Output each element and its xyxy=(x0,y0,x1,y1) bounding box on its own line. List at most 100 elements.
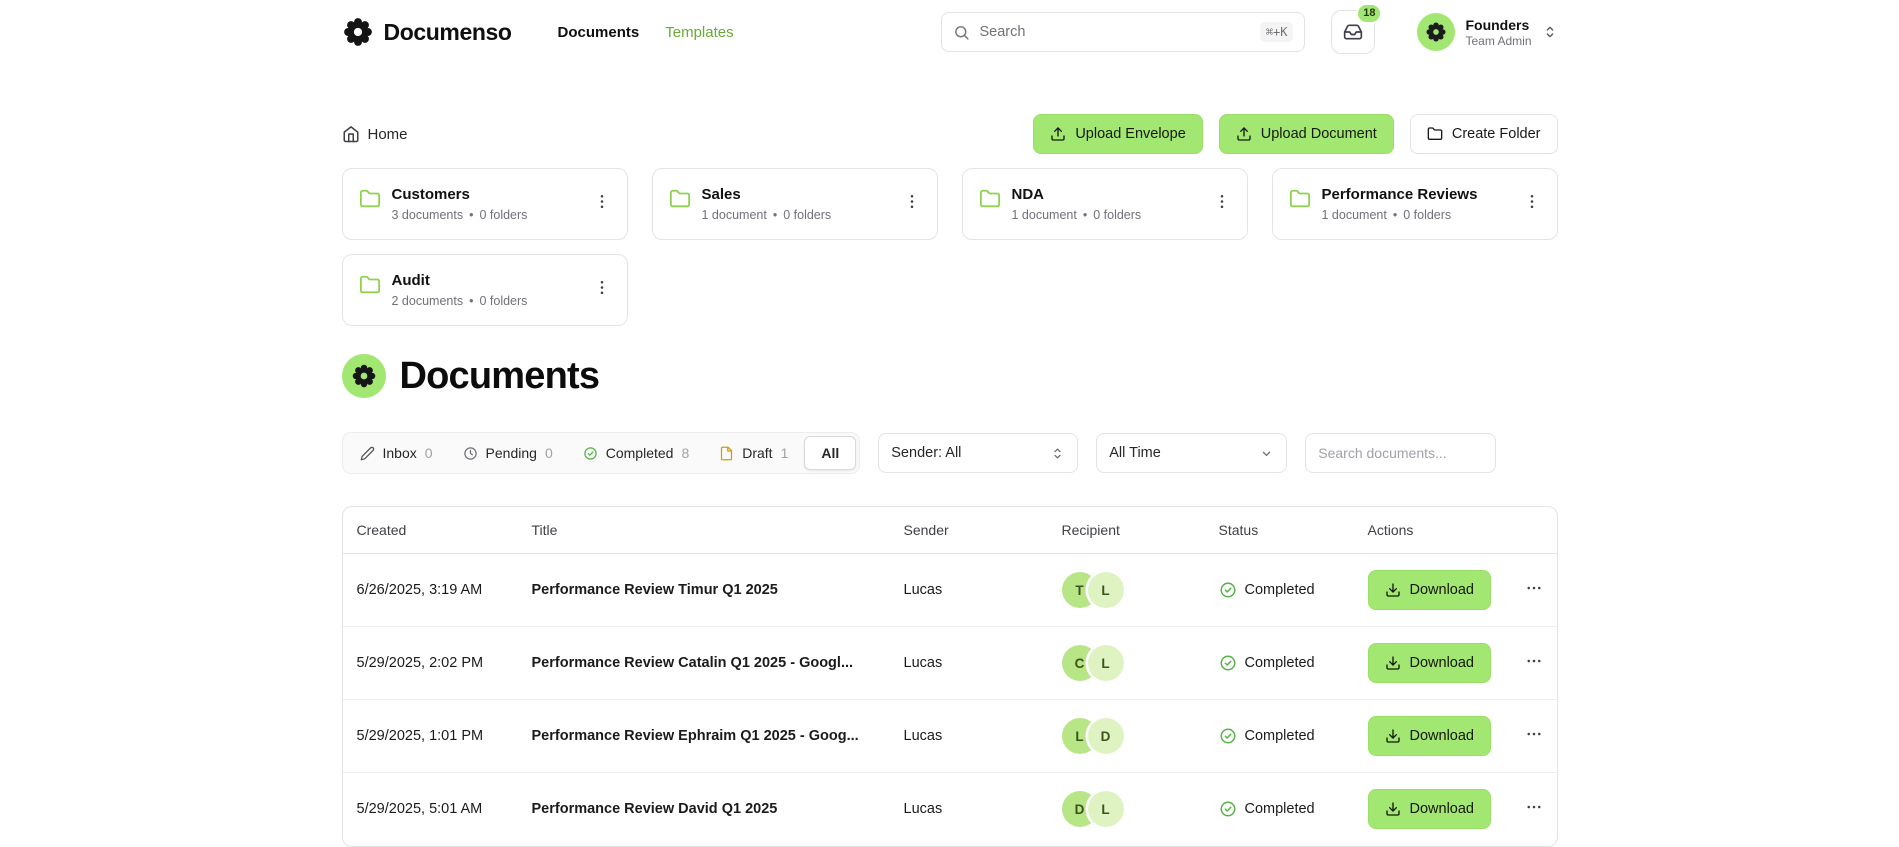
folder-icon xyxy=(669,188,691,210)
download-button[interactable]: Download xyxy=(1367,789,1491,830)
col-recipient: Recipient xyxy=(1047,507,1205,554)
inbox-icon xyxy=(1343,22,1363,42)
folder-icon xyxy=(1427,126,1443,142)
download-icon xyxy=(1385,801,1401,817)
inbox-badge: 18 xyxy=(1356,3,1383,25)
breadcrumb[interactable]: Home xyxy=(342,125,408,143)
folder-menu-button[interactable] xyxy=(587,187,617,222)
sender-cell: Lucas xyxy=(903,801,943,818)
breadcrumb-label: Home xyxy=(367,125,408,143)
folder-meta: 1 document • 0 folders xyxy=(1321,208,1452,222)
download-icon xyxy=(1385,582,1401,598)
user-name: Founders xyxy=(1465,16,1530,33)
user-text: Founders Team Admin xyxy=(1465,17,1531,48)
upload-icon xyxy=(1050,126,1066,142)
search-input[interactable] xyxy=(979,24,1251,40)
main-nav: Documents Templates xyxy=(558,24,734,41)
check-circle-icon xyxy=(1219,654,1237,672)
period-filter-select[interactable]: All Time xyxy=(1096,433,1288,473)
folder-name: Customers xyxy=(391,186,470,203)
toolbar: Home Upload Envelope Upload Document Cre… xyxy=(342,114,1558,154)
upload-envelope-button[interactable]: Upload Envelope xyxy=(1033,114,1203,154)
folder-icon xyxy=(359,274,381,296)
recipient-avatar: D xyxy=(1087,718,1124,754)
folder-menu-button[interactable] xyxy=(1517,187,1547,222)
home-icon xyxy=(342,125,360,143)
check-circle-icon xyxy=(1219,727,1237,745)
document-row: 5/29/2025, 1:01 PM Performance Review Ep… xyxy=(342,699,1557,773)
user-role: Team Admin xyxy=(1465,33,1532,48)
document-title-link[interactable]: Performance Review Timur Q1 2025 xyxy=(531,582,778,598)
row-menu-button[interactable] xyxy=(1519,646,1549,680)
brand-name: Documenso xyxy=(383,18,512,45)
create-folder-button[interactable]: Create Folder xyxy=(1409,114,1558,154)
col-sender: Sender xyxy=(889,507,1048,554)
row-menu-button[interactable] xyxy=(1519,719,1549,753)
folder-card-performance-reviews[interactable]: Performance Reviews 1 document • 0 folders xyxy=(1271,168,1558,240)
sender-cell: Lucas xyxy=(889,553,1048,627)
row-menu-button[interactable] xyxy=(1519,573,1549,607)
documents-table: Created Title Sender Recipient Status Ac… xyxy=(341,506,1558,847)
download-button[interactable]: Download xyxy=(1367,716,1491,756)
sender-filter-select[interactable]: Sender: All xyxy=(878,433,1079,473)
clock-icon xyxy=(463,446,478,461)
page-title: Documents xyxy=(399,354,601,397)
status-badge: Completed xyxy=(1219,800,1340,818)
brand[interactable]: Documenso xyxy=(342,16,512,48)
recipient-avatars: C L xyxy=(1061,645,1191,681)
recipient-avatars: D L xyxy=(1061,791,1191,828)
upload-document-button[interactable]: Upload Document xyxy=(1218,114,1394,154)
documents-heading: Documents xyxy=(341,354,1558,398)
folder-meta: 3 documents • 0 folders xyxy=(391,208,528,222)
folder-card-customers[interactable]: Customers 3 documents • 0 folders xyxy=(341,168,628,240)
toolbar-actions: Upload Envelope Upload Document Create F… xyxy=(1033,114,1558,154)
tab-pending[interactable]: Pending 0 xyxy=(449,436,567,470)
folder-menu-button[interactable] xyxy=(587,273,617,308)
document-title-link[interactable]: Performance Review Catalin Q1 2025 - Goo… xyxy=(531,655,854,671)
global-search[interactable]: ⌘+K xyxy=(941,12,1306,52)
download-button[interactable]: Download xyxy=(1367,643,1491,683)
documents-search-input[interactable] xyxy=(1305,433,1497,473)
nav-documents[interactable]: Documents xyxy=(557,23,640,41)
folder-meta: 1 document • 0 folders xyxy=(1011,208,1142,222)
recipient-avatar: L xyxy=(1087,572,1124,608)
chevron-down-icon xyxy=(1259,446,1274,461)
filters-row: Inbox 0 Pending 0 Completed 8 xyxy=(341,432,1558,474)
chevrons-up-down-icon xyxy=(1050,446,1065,461)
document-title-link[interactable]: Performance Review David Q1 2025 xyxy=(531,801,778,818)
tab-all[interactable]: All xyxy=(804,436,857,470)
signature-pen-icon xyxy=(360,446,375,461)
folder-icon xyxy=(359,188,381,210)
folder-card-audit[interactable]: Audit 2 documents • 0 folders xyxy=(341,254,628,326)
tab-completed[interactable]: Completed 8 xyxy=(569,436,704,470)
search-shortcut: ⌘+K xyxy=(1259,22,1294,42)
folder-card-sales[interactable]: Sales 1 document • 0 folders xyxy=(651,168,938,240)
document-row: 5/29/2025, 5:01 AM Performance Review Da… xyxy=(343,773,1557,846)
tab-draft[interactable]: Draft 1 xyxy=(705,436,802,470)
table-header-row: Created Title Sender Recipient Status Ac… xyxy=(342,507,1557,554)
status-badge: Completed xyxy=(1219,654,1340,672)
user-menu[interactable]: Founders Team Admin xyxy=(1417,13,1557,51)
app-header: Documenso Documents Templates ⌘+K 18 Fou… xyxy=(342,0,1558,64)
created-cell: 5/29/2025, 2:02 PM xyxy=(342,626,518,700)
folder-name: NDA xyxy=(1011,186,1045,203)
download-button[interactable]: Download xyxy=(1367,570,1491,610)
download-icon xyxy=(1385,728,1401,744)
tab-inbox[interactable]: Inbox 0 xyxy=(346,436,447,470)
inbox-button[interactable]: 18 xyxy=(1331,3,1383,54)
status-badge: Completed xyxy=(1219,727,1340,745)
folder-name: Performance Reviews xyxy=(1321,186,1478,203)
document-row: 6/26/2025, 3:19 AM Performance Review Ti… xyxy=(342,553,1557,627)
folder-menu-button[interactable] xyxy=(1207,187,1237,222)
created-cell: 5/29/2025, 1:01 PM xyxy=(342,699,518,773)
col-title: Title xyxy=(517,507,890,554)
row-menu-button[interactable] xyxy=(1519,792,1549,826)
check-circle-icon xyxy=(583,446,598,461)
document-title-link[interactable]: Performance Review Ephraim Q1 2025 - Goo… xyxy=(531,728,859,744)
sender-cell: Lucas xyxy=(889,626,1048,700)
folder-menu-button[interactable] xyxy=(897,187,927,222)
document-row: 5/29/2025, 2:02 PM Performance Review Ca… xyxy=(342,626,1557,700)
recipient-avatars: L D xyxy=(1061,718,1191,754)
folder-card-nda[interactable]: NDA 1 document • 0 folders xyxy=(961,168,1248,240)
nav-templates[interactable]: Templates xyxy=(665,23,734,41)
